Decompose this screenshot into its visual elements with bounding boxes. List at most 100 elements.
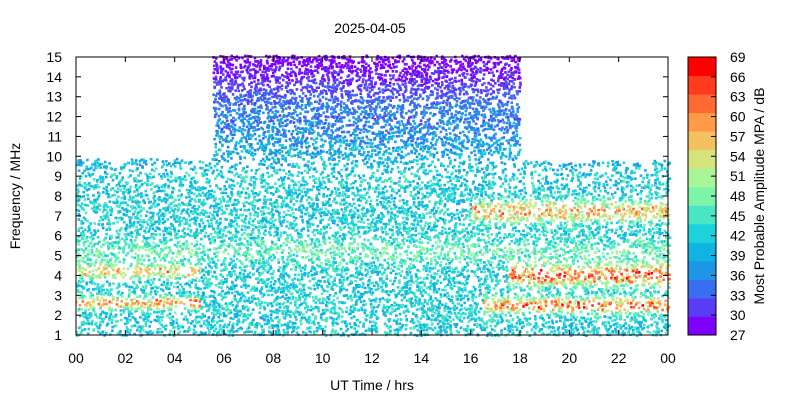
data-point [213,207,216,210]
data-point [315,202,319,206]
data-point [225,63,229,67]
data-point [246,90,250,94]
data-point [163,220,167,223]
data-point [268,153,271,156]
data-point [250,259,254,263]
data-point [156,315,159,318]
data-point [149,278,153,282]
data-point [160,177,164,181]
data-point [78,227,81,230]
data-point [297,234,300,238]
data-point [321,312,325,315]
data-point [233,75,237,79]
data-point [182,242,186,246]
data-point [296,151,300,155]
data-point [80,175,83,178]
data-point [98,299,102,303]
data-point [227,153,230,156]
data-point [295,103,299,107]
data-point [250,300,254,303]
data-point [287,170,291,173]
data-point [214,75,218,79]
data-point [80,266,84,270]
data-point [315,196,318,199]
data-point [240,279,244,282]
data-point [272,204,275,208]
data-point [215,134,218,137]
data-point [144,267,148,270]
data-point [106,254,109,257]
data-point [231,67,234,71]
data-point [300,152,304,155]
data-point [278,98,282,101]
data-point [290,292,294,296]
data-point [96,236,100,239]
data-point [193,186,197,190]
data-point [240,291,244,295]
data-point [99,304,103,308]
data-point [157,286,160,289]
data-point [291,130,295,133]
data-point [237,96,241,100]
data-point [213,302,216,305]
data-point [146,279,150,283]
data-point [101,176,105,179]
data-point [78,163,82,166]
data-point [227,230,230,234]
data-point [239,95,243,99]
data-point [169,265,173,268]
data-point [233,284,237,288]
data-point [316,187,319,191]
data-point [301,64,304,68]
data-point [251,147,254,150]
data-point [144,295,148,298]
data-point [122,166,126,169]
data-point [322,195,325,198]
data-point [317,152,320,156]
data-point [248,330,251,333]
data-point [161,315,164,319]
data-point [268,142,271,145]
data-point [249,264,253,268]
data-point [193,244,197,248]
data-point [258,311,261,314]
data-point [303,273,306,277]
data-point [317,66,320,69]
data-point [280,150,284,153]
data-point [194,171,198,175]
data-point [288,290,291,293]
data-point [228,62,231,65]
data-point [237,292,240,296]
data-point [125,253,128,257]
data-point [317,54,321,58]
data-point [173,204,176,208]
data-point [226,134,229,138]
data-point [92,168,96,172]
data-point [263,120,267,124]
data-point [300,275,304,279]
data-point [241,127,244,131]
data-point [285,225,288,228]
data-point [182,208,185,211]
data-point [264,246,267,249]
data-point [212,313,216,317]
data-point [126,161,130,165]
data-point [167,251,171,255]
data-point [326,209,330,213]
data-point [244,225,247,228]
data-point [231,133,234,137]
data-point [134,275,138,278]
data-point [199,166,202,170]
data-point [289,301,293,305]
data-point [80,219,84,223]
data-point [257,105,261,109]
data-point [118,260,122,264]
data-point [132,223,135,226]
data-point [282,277,286,280]
data-point [250,126,254,129]
data-point [263,322,267,326]
data-point [293,117,296,121]
data-point [158,253,162,256]
data-point [292,311,295,315]
data-point [300,183,303,187]
